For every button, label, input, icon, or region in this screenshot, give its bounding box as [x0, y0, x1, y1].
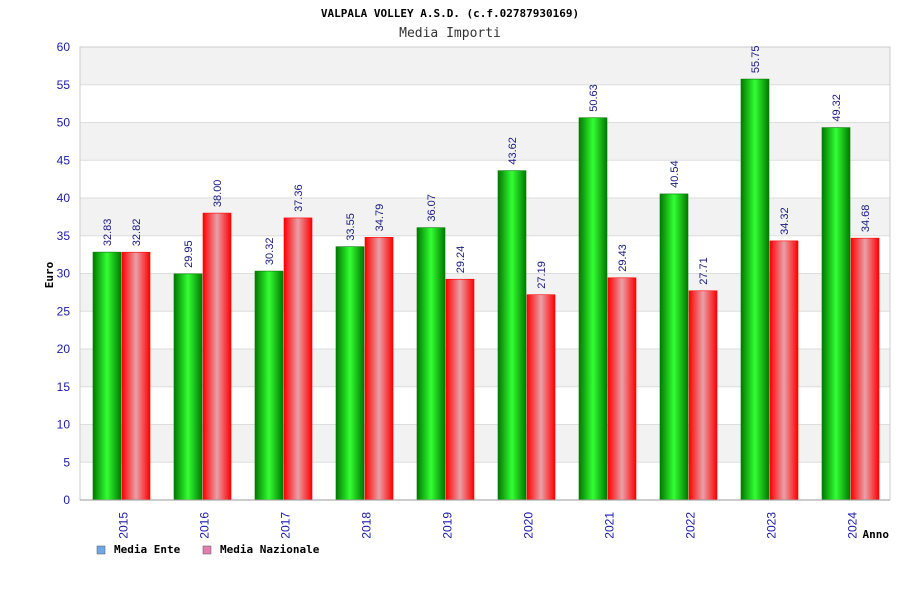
y-axis-ticks: 0 5 10 15 20 25 30 35 40 45 50 55 60: [57, 40, 71, 507]
y-tick-label: 60: [57, 40, 71, 54]
bar-media-nazionale: [445, 278, 475, 501]
y-tick-label: 15: [57, 380, 71, 394]
value-label-media-nazionale: 32.82: [131, 219, 143, 247]
bar-media-ente: [821, 127, 851, 501]
x-tick-label: 2018: [360, 512, 374, 539]
legend-swatch-media-nazionale: [202, 545, 212, 555]
x-tick-label: 2024: [846, 512, 860, 539]
bar-media-ente: [740, 78, 770, 501]
value-label-media-nazionale: 27.71: [698, 257, 710, 285]
bars: 32.83 32.82 29.95 38.00 30.32 37.36 33.55 34.79…: [92, 46, 880, 501]
bar-media-nazionale: [283, 217, 313, 501]
value-label-media-nazionale: 38.00: [212, 180, 224, 208]
bar-media-nazionale: [526, 294, 556, 501]
value-label-media-nazionale: 37.36: [293, 184, 305, 212]
y-tick-label: 0: [63, 493, 70, 507]
value-label-media-ente: 49.32: [831, 94, 843, 122]
chart-title: VALPALA VOLLEY A.S.D. (c.f.02787930169): [321, 7, 579, 20]
x-tick-label: 2020: [522, 512, 536, 539]
bar-media-nazionale: [688, 290, 718, 501]
x-tick-label: 2017: [279, 512, 293, 539]
legend-label-media-nazionale: Media Nazionale: [220, 543, 320, 556]
bar-media-ente: [335, 246, 365, 501]
bar-media-ente: [578, 117, 608, 501]
bar-media-nazionale: [202, 212, 232, 501]
bar-media-nazionale: [121, 251, 151, 501]
legend-label-media-ente: Media Ente: [114, 543, 181, 556]
x-tick-label: 2022: [684, 512, 698, 539]
value-label-media-ente: 30.32: [264, 238, 276, 266]
bar-media-ente: [659, 193, 689, 501]
y-tick-label: 35: [57, 229, 71, 243]
bar-media-nazionale: [607, 277, 637, 501]
y-tick-label: 5: [63, 455, 70, 469]
legend-swatch-media-ente: [96, 545, 106, 555]
x-axis-label: Anno: [863, 528, 890, 541]
y-tick-label: 30: [57, 267, 71, 281]
y-tick-label: 50: [57, 116, 71, 130]
bar-media-ente: [173, 273, 203, 501]
bar-media-nazionale: [850, 237, 880, 501]
value-label-media-ente: 32.83: [102, 219, 114, 247]
x-tick-label: 2021: [603, 512, 617, 539]
y-tick-label: 25: [57, 304, 71, 318]
value-label-media-ente: 36.07: [426, 194, 438, 222]
value-label-media-nazionale: 29.24: [455, 246, 467, 274]
bar-media-ente: [497, 170, 527, 501]
y-tick-label: 55: [57, 78, 71, 92]
bar-media-ente: [416, 227, 446, 501]
x-tick-label: 2016: [198, 512, 212, 539]
y-tick-label: 40: [57, 191, 71, 205]
x-tick-label: 2019: [441, 512, 455, 539]
value-label-media-ente: 50.63: [588, 84, 600, 112]
value-label-media-nazionale: 27.19: [536, 261, 548, 289]
legend: Media Ente Media Nazionale: [96, 543, 320, 556]
bar-media-nazionale: [769, 240, 799, 501]
plot-band: [80, 47, 890, 85]
value-label-media-ente: 40.54: [669, 160, 681, 188]
bar-media-ente: [92, 251, 122, 501]
value-label-media-ente: 43.62: [507, 137, 519, 165]
bar-media-ente: [254, 270, 284, 501]
value-label-media-ente: 55.75: [750, 46, 762, 74]
value-label-media-nazionale: 34.79: [374, 204, 386, 232]
value-label-media-nazionale: 34.68: [860, 205, 872, 233]
value-label-media-ente: 33.55: [345, 213, 357, 241]
x-axis-ticks: 2015 2016 2017 2018 2019 2020 2021 2022 2023 2024: [117, 512, 860, 539]
value-label-media-nazionale: 29.43: [617, 244, 629, 272]
y-tick-label: 20: [57, 342, 71, 356]
x-tick-label: 2015: [117, 512, 131, 539]
bar-media-nazionale: [364, 237, 394, 501]
y-axis-label: Euro: [43, 261, 56, 288]
chart-subtitle: Media Importi: [399, 26, 501, 41]
value-label-media-ente: 29.95: [183, 240, 195, 268]
y-tick-label: 10: [57, 418, 71, 432]
value-label-media-nazionale: 34.32: [779, 207, 791, 235]
x-tick-label: 2023: [765, 512, 779, 539]
y-tick-label: 45: [57, 153, 71, 167]
